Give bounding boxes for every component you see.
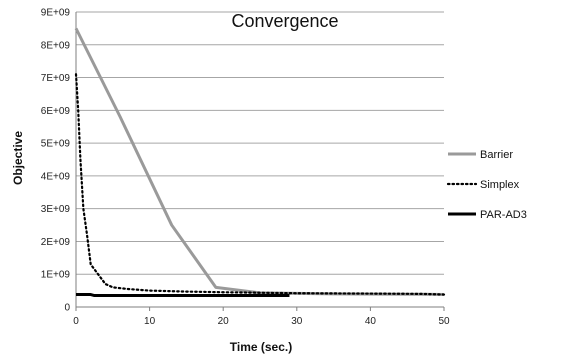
x-tick-label: 30 [291,316,303,327]
x-tick-label: 0 [73,316,79,327]
chart-title: Convergence [231,11,338,31]
y-tick-label: 2E+09 [41,237,71,248]
x-tick-label: 40 [365,316,377,327]
x-axis-label: Time (sec.) [230,340,292,354]
x-tick-label: 10 [144,316,156,327]
series-line-barrier [74,27,445,297]
series-lines [74,27,446,298]
y-tick-label: 5E+09 [41,139,71,150]
y-tick-labels: 0 1E+09 2E+09 3E+09 4E+09 5E+09 6E+09 7E+09 8E+0… [41,8,71,314]
x-tick-label: 50 [438,316,450,327]
y-tick-label: 0 [64,303,70,314]
y-tick-label: 4E+09 [41,171,71,182]
legend-label: PAR-AD3 [480,209,527,221]
y-tick-label: 3E+09 [41,204,71,215]
x-tick-labels: 0 10 20 30 40 50 [73,316,450,327]
axes [75,12,445,311]
y-tick-label: 1E+09 [41,270,71,281]
legend-label: Barrier [480,149,513,161]
y-tick-label: 6E+09 [41,106,71,117]
y-tick-label: 8E+09 [41,40,71,51]
y-tick-label: 9E+09 [41,8,71,19]
x-tick-label: 20 [218,316,230,327]
legend: Barrier Simplex PAR-AD3 [446,149,527,221]
gridlines [76,11,444,275]
legend-label: Simplex [480,179,520,191]
series-line-simplex [74,73,446,296]
y-axis-label: Objective [11,131,25,185]
series-line-par-ad3 [76,293,290,298]
y-tick-label: 7E+09 [41,73,71,84]
